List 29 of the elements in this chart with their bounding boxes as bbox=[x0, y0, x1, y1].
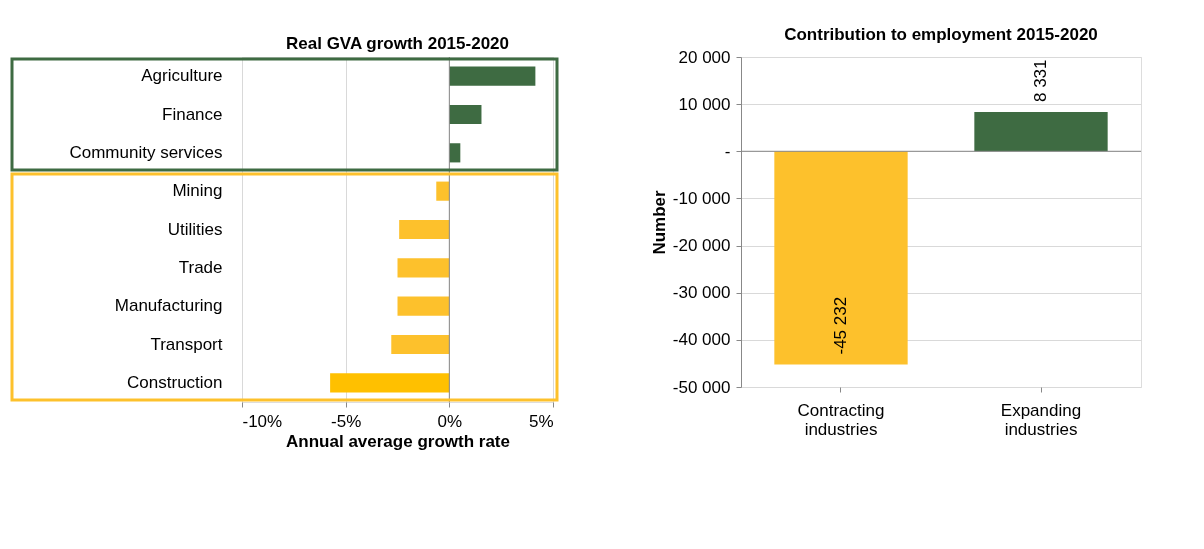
y-tick-label: 20 000 bbox=[678, 47, 731, 67]
chart-title: Real GVA growth 2015-2020 bbox=[286, 33, 509, 53]
x-axis-title: Annual average growth rate bbox=[286, 431, 510, 451]
x-tick-label: -5% bbox=[331, 411, 362, 431]
y-tick-label: 10 000 bbox=[678, 94, 731, 114]
y-tick-label: Construction bbox=[127, 372, 223, 392]
x-tick-label: Expanding industries bbox=[1000, 400, 1082, 439]
chart-title: Contribution to employment 2015-2020 bbox=[784, 25, 1098, 44]
y-tick-label: -50 000 bbox=[672, 377, 731, 397]
y-tick-label: -10 000 bbox=[672, 188, 731, 208]
x-tick-label: 5% bbox=[528, 411, 554, 431]
y-tick-label: -20 000 bbox=[672, 236, 731, 256]
y-tick-label: Manufacturing bbox=[114, 296, 223, 316]
y-tick-label: Trade bbox=[178, 257, 223, 277]
y-tick-label: Finance bbox=[162, 104, 223, 124]
y-tick-label: Transport bbox=[150, 334, 223, 354]
x-tick-label: 0% bbox=[437, 411, 463, 431]
x-tick-label: -10% bbox=[242, 411, 283, 431]
y-tick-label: - bbox=[724, 141, 731, 161]
y-axis-title: Number bbox=[649, 190, 669, 255]
x-tick-label: Contracting industries bbox=[797, 400, 885, 439]
y-tick-label: Mining bbox=[172, 181, 223, 201]
y-tick-label: Community services bbox=[69, 142, 223, 162]
data-label: 8 331 bbox=[1031, 59, 1050, 103]
data-label: -45 232 bbox=[831, 296, 850, 355]
y-tick-label: -40 000 bbox=[672, 330, 731, 350]
y-tick-label: -30 000 bbox=[672, 283, 731, 303]
y-tick-label: Utilities bbox=[167, 219, 223, 239]
y-tick-label: Agriculture bbox=[141, 66, 223, 86]
